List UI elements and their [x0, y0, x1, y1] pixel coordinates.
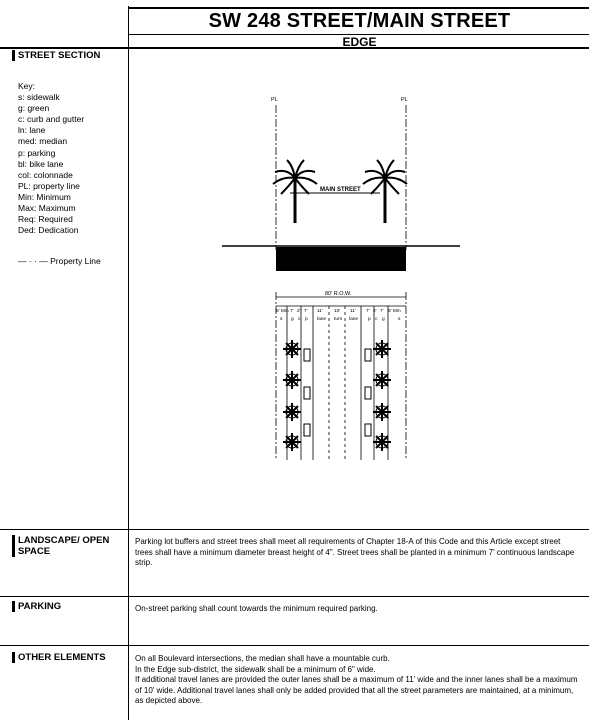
property-line-sample: — · · — [18, 256, 48, 266]
key-item: Req: Required [18, 214, 73, 225]
top-rule [128, 7, 589, 9]
street-section-label: STREET SECTION [12, 50, 100, 61]
dim-top-9: 7' [380, 308, 384, 314]
pl-left-label: PL [271, 97, 278, 103]
dim-top-3: 7' [304, 308, 308, 314]
key-item: g: green [18, 103, 50, 114]
street-name-label: MAIN STREET [320, 187, 361, 193]
key-item: p: parking [18, 147, 56, 158]
dim-top-6: 11' [350, 308, 356, 314]
other-elements-label: OTHER ELEMENTS [12, 652, 106, 663]
dim-bottom-8: c [375, 317, 378, 322]
dim-bottom-1: g [291, 317, 294, 322]
title-rule [128, 34, 589, 35]
dim-bottom-4: lane [317, 316, 326, 322]
section-rule-1 [0, 529, 589, 530]
dim-bottom-6: lane [349, 316, 358, 322]
dim-top-1: 7' [290, 308, 294, 314]
dim-top-4: 11' [317, 308, 323, 314]
pl-right-label: PL [401, 97, 408, 103]
column-divider [128, 6, 129, 720]
key-item: ln: lane [18, 125, 46, 136]
page-title: SW 248 STREET/MAIN STREET [208, 10, 511, 32]
dim-top-5: 10' [334, 308, 340, 314]
dim-top-7: 7' [366, 308, 370, 314]
dim-top-10: 6' Min [388, 308, 401, 314]
key-item: Ded: Dedication [18, 225, 79, 236]
dim-bottom-2: c [298, 317, 301, 322]
section-rule-2 [0, 596, 589, 597]
key-item: c: curb and gutter [18, 114, 85, 125]
dim-top-2: 2' [297, 308, 301, 314]
key-item: med: median [18, 136, 68, 147]
key-item: s: sidewalk [18, 92, 60, 103]
dim-top-0: 6' Min [276, 308, 289, 314]
key-item: Min: Minimum [18, 191, 71, 202]
dim-bottom-9: g [382, 317, 385, 322]
property-line-legend-label: Property Line [50, 256, 101, 266]
landscape-text: Parking lot buffers and street trees sha… [135, 537, 575, 567]
other-elements-line-2: In the Edge sub-district, the sidewalk s… [135, 664, 376, 674]
row-label: 80' R.O.W. [325, 291, 352, 297]
landscape-label: LANDSCAPE/ OPEN SPACE [12, 535, 123, 557]
key-item: bl: bike lane [18, 158, 64, 169]
dim-bottom-3: p [305, 317, 308, 322]
dim-bottom-10: s [398, 317, 401, 322]
other-elements-line-3: If additional travel lanes are provided … [135, 675, 578, 705]
key-item: Max: Maximum [18, 203, 76, 214]
header-rule [0, 47, 589, 49]
key-item: col: colonnade [18, 169, 73, 180]
dim-top-8: 2' [373, 308, 377, 314]
key-legend: Key: s: sidewalk g: green c: curb and gu… [18, 81, 84, 236]
other-elements-text: On all Boulevard intersections, the medi… [135, 654, 580, 707]
key-item: PL: property line [18, 180, 80, 191]
page-subtitle: EDGE [342, 35, 377, 49]
street-section-drawing: PL PL MAIN STREET 80' R.O.W. 6' Min 7' 2… [222, 97, 460, 460]
dim-bottom-5: turn [334, 316, 343, 322]
other-elements-line-1: On all Boulevard intersections, the medi… [135, 654, 390, 663]
key-heading: Key: [18, 81, 36, 91]
dim-bottom-0: s [280, 317, 283, 322]
dim-bottom-7: p [368, 317, 371, 322]
parking-label: PARKING [12, 601, 61, 612]
property-line-legend: — · · — Property Line [18, 256, 101, 266]
parking-text: On-street parking shall count towards th… [135, 604, 378, 613]
section-rule-3 [0, 645, 589, 646]
